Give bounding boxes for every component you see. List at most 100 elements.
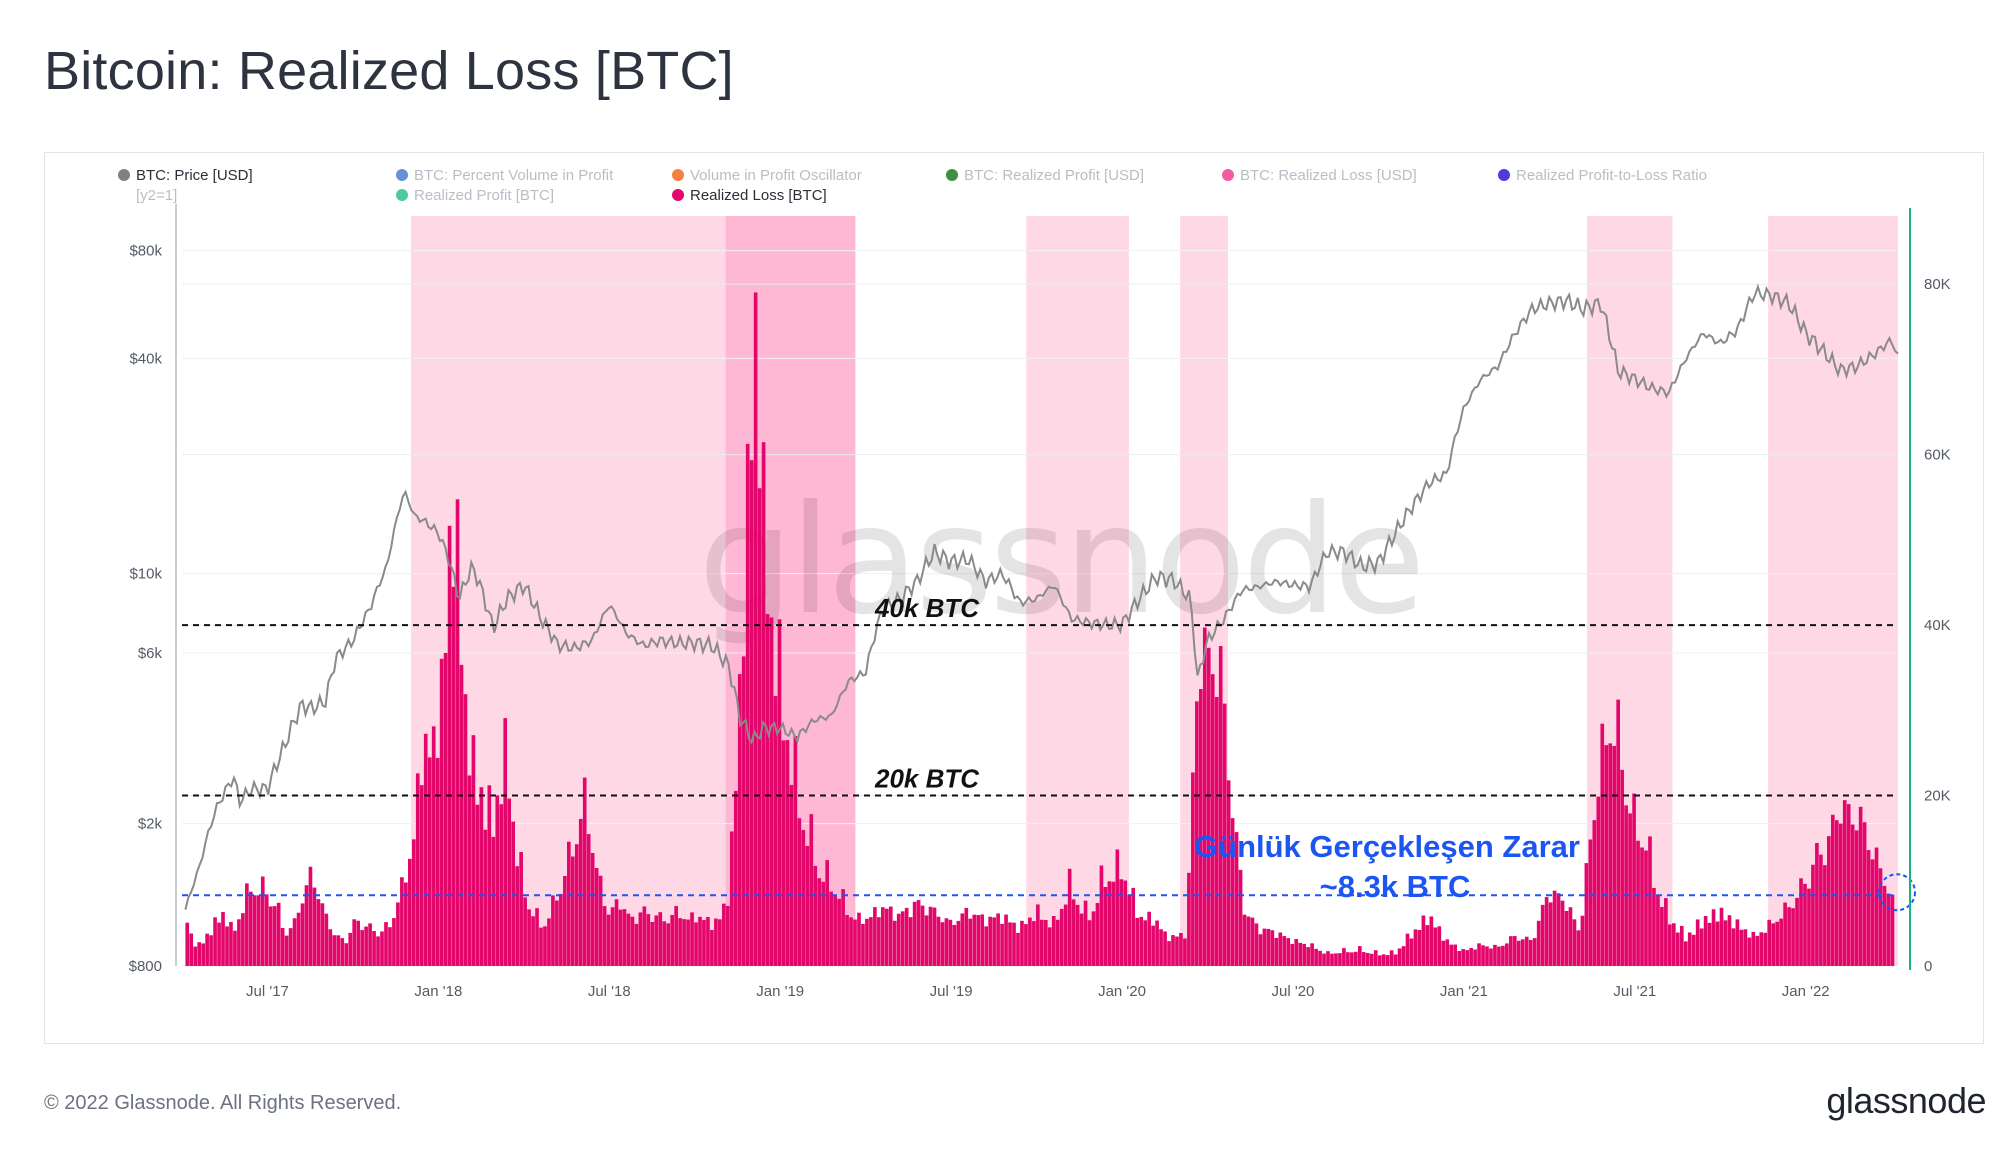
loss-bar (690, 912, 694, 966)
loss-bar (1354, 951, 1358, 966)
loss-bar (1127, 894, 1132, 966)
loss-bar (245, 883, 249, 966)
loss-bar (1012, 922, 1016, 966)
x-tick-label: Jan '22 (1782, 983, 1830, 1000)
loss-bar (960, 913, 965, 966)
loss-bar (968, 918, 973, 966)
loss-bar (1290, 943, 1295, 966)
loss-bar (1815, 842, 1819, 966)
loss-bar (1417, 930, 1422, 966)
loss-bar (777, 619, 782, 966)
loss-bar (845, 914, 849, 966)
loss-bar (1791, 908, 1795, 966)
legend-dot[interactable] (118, 169, 130, 181)
loss-bar (1755, 935, 1760, 966)
glassnode-logo[interactable]: glassnode (1826, 1080, 1986, 1121)
loss-bar (972, 914, 977, 966)
loss-bar (209, 935, 213, 966)
loss-bar (1294, 939, 1299, 966)
loss-bar (654, 915, 659, 966)
loss-bar (1803, 883, 1807, 966)
loss-bar (785, 740, 790, 966)
loss-bar (1787, 907, 1791, 966)
loss-bar (662, 921, 667, 966)
loss-bar (392, 918, 396, 966)
loss-bar (849, 917, 853, 966)
loss-bar (936, 916, 941, 966)
loss-bar (1401, 946, 1406, 966)
loss-bar (499, 804, 504, 966)
legend-dot[interactable] (946, 169, 958, 181)
loss-bar (368, 923, 372, 966)
loss-bar (213, 917, 217, 966)
legend-dot[interactable] (396, 169, 408, 181)
loss-bar (1365, 953, 1370, 966)
legend-dot[interactable] (672, 169, 684, 181)
legend-item-label[interactable]: BTC: Price [USD] (136, 167, 253, 184)
loss-bar (606, 914, 611, 966)
loss-bar (1373, 950, 1378, 966)
loss-bar (833, 896, 837, 966)
legend-item-label[interactable]: BTC: Realized Profit [USD] (964, 167, 1144, 184)
legend-item-label[interactable]: Volume in Profit Oscillator (690, 167, 862, 184)
loss-bar (1735, 919, 1740, 966)
loss-bar (900, 911, 905, 966)
loss-bar (952, 924, 957, 966)
loss-bar (1751, 931, 1756, 966)
loss-bar (912, 901, 917, 966)
current-value-marker (1878, 873, 1916, 912)
loss-bar (1032, 921, 1036, 966)
legend-dot[interactable] (1498, 169, 1510, 181)
loss-bar (1842, 800, 1847, 966)
loss-bar (1830, 814, 1835, 966)
x-tick-label: Jul '21 (1613, 983, 1656, 1000)
loss-bar (896, 913, 901, 966)
loss-bar (1016, 932, 1020, 966)
loss-bar (1314, 948, 1318, 966)
loss-bar (598, 875, 603, 966)
legend-dot[interactable] (396, 189, 408, 201)
loss-bar (718, 919, 722, 966)
loss-bar (1059, 908, 1064, 966)
loss-bar (324, 913, 329, 966)
y-right-tick-label: 20K (1924, 788, 1951, 805)
loss-bar (1632, 793, 1636, 966)
loss-bar (948, 919, 953, 966)
loss-bar (1191, 772, 1195, 966)
loss-bar (185, 922, 190, 966)
loss-bar (559, 893, 563, 966)
loss-bar (1318, 950, 1322, 966)
legend-item-label[interactable]: Realized Profit-to-Loss Ratio (1516, 167, 1707, 184)
loss-bar (650, 921, 655, 966)
loss-bar (634, 923, 639, 966)
loss-bar (865, 918, 869, 966)
loss-bar (320, 903, 325, 966)
loss-bar (1477, 943, 1481, 966)
loss-bar (415, 773, 420, 966)
loss-bar (1739, 929, 1744, 966)
legend-item-label[interactable]: BTC: Realized Loss [USD] (1240, 167, 1417, 184)
y-left-tick-label: $800 (129, 958, 162, 975)
legend-item-label[interactable]: Realized Loss [BTC] (690, 187, 827, 204)
loss-bar (1687, 932, 1692, 966)
loss-bar (1811, 864, 1815, 966)
legend-item-label[interactable]: BTC: Percent Volume in Profit (414, 167, 614, 184)
loss-bar (1636, 840, 1640, 966)
loss-bar (741, 656, 746, 966)
loss-bar (328, 929, 333, 966)
watermark-text: glassnode (698, 474, 1421, 648)
legend-dot[interactable] (1222, 169, 1234, 181)
loss-bar (984, 926, 989, 966)
loss-bar (276, 902, 281, 966)
legend-item-label[interactable]: Realized Profit [BTC] (414, 187, 554, 204)
loss-bar (694, 922, 698, 966)
loss-bar (944, 918, 949, 966)
loss-bar (1179, 933, 1183, 966)
legend-dot[interactable] (672, 189, 684, 201)
page-title: Bitcoin: Realized Loss [BTC] (44, 41, 734, 101)
loss-bar (1195, 701, 1199, 966)
loss-bar (1024, 924, 1028, 966)
loss-bar (722, 903, 726, 966)
loss-bar (495, 795, 500, 966)
